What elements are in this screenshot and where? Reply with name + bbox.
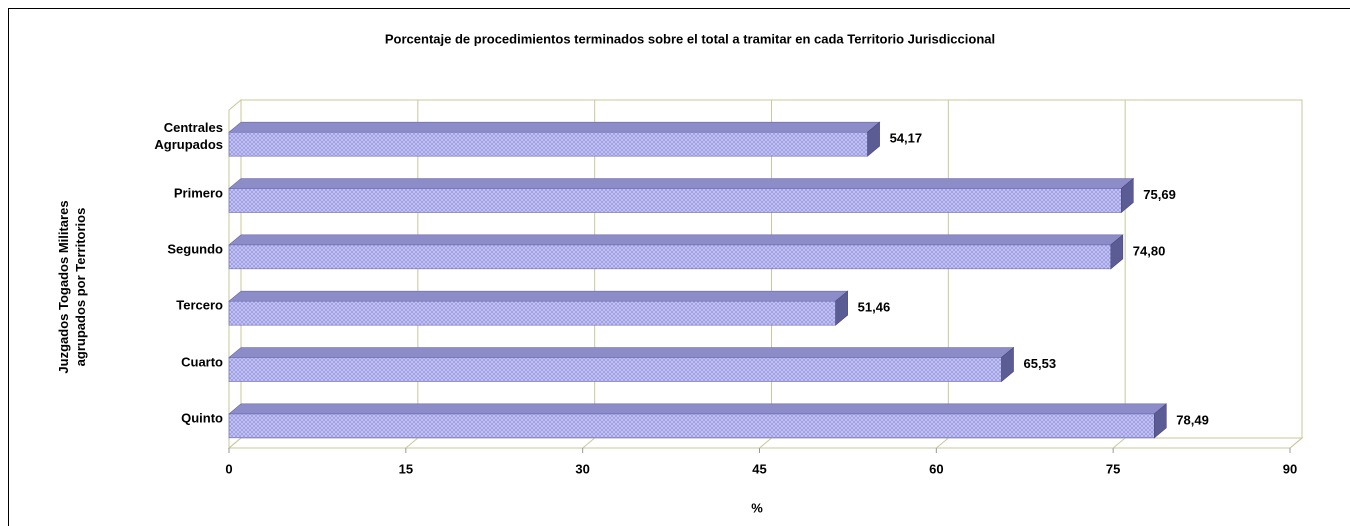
value-label: 65,53 — [1024, 356, 1057, 371]
x-tick-label: 45 — [752, 461, 766, 476]
grid-line — [1289, 437, 1303, 449]
x-tick-label: 15 — [399, 461, 413, 476]
y-axis-label: Juzgados Togados Militares agrupados por… — [56, 200, 88, 374]
y-tick-label: Quinto — [181, 410, 223, 426]
bar-top — [228, 290, 849, 302]
chart-title: Porcentaje de procedimientos terminados … — [385, 31, 995, 46]
value-label: 75,69 — [1143, 187, 1176, 202]
y-tick-label: Cuarto — [181, 354, 223, 369]
bar-end — [1001, 346, 1014, 383]
y-tick-label: Tercero — [176, 297, 223, 313]
bar — [228, 188, 1122, 213]
value-label: 74,80 — [1133, 243, 1166, 258]
value-label: 78,49 — [1176, 412, 1209, 427]
grid-line — [759, 437, 772, 449]
grid-line — [1112, 437, 1126, 449]
x-tick-label: 30 — [575, 461, 589, 476]
bar-end — [867, 121, 880, 157]
bar-top — [228, 347, 1015, 358]
y-tick-label: Primero — [173, 185, 223, 200]
bar — [228, 244, 1112, 270]
frame — [8, 8, 1350, 526]
grid-line — [936, 437, 949, 449]
bar — [228, 131, 868, 157]
bar-top — [228, 178, 1135, 189]
x-tick-label: 0 — [225, 461, 232, 476]
bar — [228, 413, 1155, 439]
bar-end — [1110, 234, 1124, 270]
bar-end — [1121, 177, 1134, 214]
x-tick-label: 75 — [1106, 461, 1120, 476]
value-label: 51,46 — [858, 300, 891, 315]
bar-top — [228, 234, 1124, 246]
grid-line — [405, 437, 419, 449]
bar-end — [1154, 403, 1167, 439]
bar-top — [228, 403, 1168, 415]
y-tick-label: Centrales Agrupados — [154, 120, 223, 153]
y-tick-label: Segundo — [167, 241, 223, 257]
grid-line — [582, 437, 595, 449]
x-axis-label: % — [751, 500, 763, 515]
bar-top — [228, 121, 881, 133]
bar — [228, 300, 836, 326]
x-tick-label: 60 — [929, 461, 943, 476]
x-tick-label: 90 — [1283, 461, 1297, 476]
bar — [228, 357, 1002, 382]
value-label: 54,17 — [890, 131, 923, 146]
grid-line — [228, 437, 242, 449]
bar-end — [835, 290, 848, 326]
